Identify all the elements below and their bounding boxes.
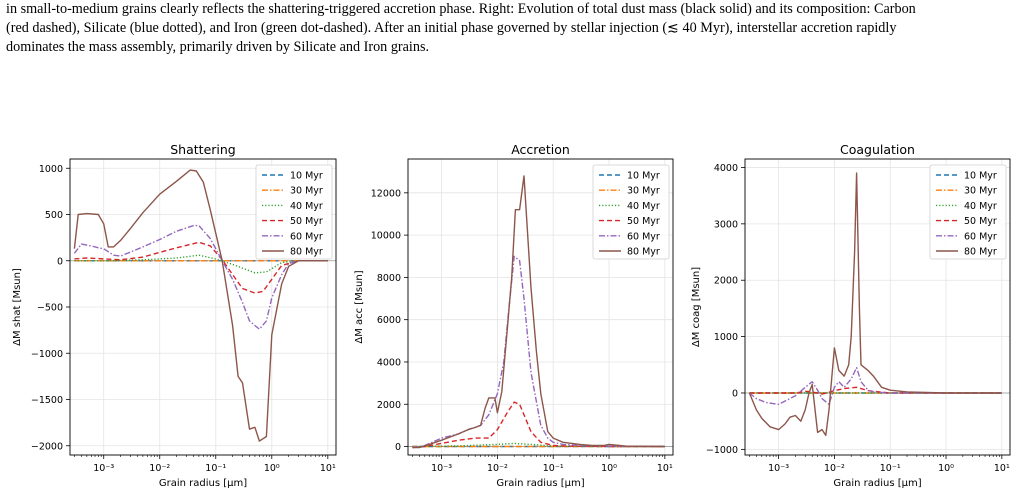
x-tick-label: 10⁻³ [93,463,114,474]
y-tick-label: 10000 [371,231,401,242]
x-tick-label: 10⁻¹ [543,463,564,474]
series-line-50-myr [749,386,1002,395]
series-line-40-myr [74,254,328,274]
x-tick-label: 10⁻¹ [880,463,901,474]
x-tick-label: 10⁻² [487,463,508,474]
figure-caption: in small-to-medium grains clearly reflec… [6,0,1019,57]
legend-label: 50 Myr [964,216,997,227]
x-tick-label: 10⁰ [601,463,617,474]
legend-label: 40 Myr [627,201,660,212]
chart-panel-accretion: 10⁻³ 10⁻² 10⁻¹ 10⁰ 10¹ 0 2000 4000 6000 8000 10000… [354,142,674,489]
legend-label: 40 Myr [964,201,997,212]
y-tick-label: 4000 [377,357,401,368]
caption-line-3: dominates the mass assembly, primarily d… [6,39,430,55]
caption-line-2: (red dashed), Silicate (blue dotted), an… [6,20,897,36]
legend-label: 40 Myr [290,201,323,212]
legend-label: 30 Myr [290,186,323,197]
x-tick-label: 10⁻¹ [205,463,226,474]
x-tick-label: 10⁻² [824,463,845,474]
legend-label: 80 Myr [290,247,323,258]
y-tick-label: 0 [57,256,63,267]
chart-title: Shattering [170,142,235,157]
x-tick-label: 10⁰ [264,463,280,474]
chart-legend: 10 Myr 30 Myr 40 Myr 50 Myr 60 Myr 80 Myr [255,164,333,260]
y-tick-label: 2000 [377,400,401,411]
y-tick-label: 3000 [714,219,738,230]
chart-legend: 10 Myr 30 Myr 40 Myr 50 Myr 60 Myr 80 Myr [929,164,1007,260]
y-tick-label: −500 [37,303,63,314]
x-axis-label: Grain radius [μm] [833,478,921,489]
x-tick-label: 10⁰ [938,463,954,474]
chart-legend: 10 Myr 30 Myr 40 Myr 50 Myr 60 Myr 80 Myr [592,164,670,260]
y-tick-label: 1000 [39,164,63,175]
x-tick-label: 10⁻³ [431,463,452,474]
legend-label: 50 Myr [290,216,323,227]
y-axis-label: ΔM shat [Msun] [12,268,23,346]
y-tick-label: 500 [45,210,63,221]
series-line-50-myr [412,401,665,449]
x-tick-label: 10¹ [994,463,1010,474]
x-tick-label: 10⁻² [149,463,170,474]
x-tick-label: 10⁻³ [768,463,789,474]
legend-label: 60 Myr [964,231,997,242]
y-tick-label: 6000 [377,315,401,326]
y-tick-label: −1000 [31,349,63,360]
y-tick-label: −1500 [31,395,63,406]
series-line-80-myr [412,175,665,449]
legend-label: 30 Myr [964,186,997,197]
chart-title: Coagulation [840,142,915,157]
series-line-80-myr [748,172,1002,436]
legend-label: 50 Myr [627,216,660,227]
legend-label: 80 Myr [627,247,660,258]
y-axis-label: ΔM acc [Msun] [354,270,365,343]
legend-label: 10 Myr [964,171,997,182]
plot-frame [407,158,674,456]
series-line-50-myr [74,241,328,294]
plot-frame [744,158,1011,456]
legend-label: 60 Myr [627,231,660,242]
series-line-60-myr [748,366,1002,405]
y-tick-label: 0 [395,442,401,453]
legend-label: 10 Myr [627,171,660,182]
caption-line-1: in small-to-medium grains clearly reflec… [6,1,916,17]
y-tick-label: 2000 [714,276,738,287]
y-tick-label: 0 [732,388,738,399]
chart-title: Accretion [511,142,570,157]
legend-label: 30 Myr [627,186,660,197]
x-tick-label: 10¹ [320,463,336,474]
series-line-60-myr [73,224,328,330]
y-axis-label: ΔM coag [Msun] [691,267,702,347]
y-tick-label: 8000 [377,273,401,284]
x-axis-label: Grain radius [μm] [496,478,584,489]
legend-label: 10 Myr [290,171,323,182]
y-tick-label: 4000 [714,163,738,174]
x-tick-label: 10¹ [657,463,673,474]
y-tick-label: −1000 [706,445,738,456]
series-line-80-myr [73,169,328,442]
chart-panel-coagulation: 10⁻³ 10⁻² 10⁻¹ 10⁰ 10¹ 4000 3000 2000 1000 0 −1000… [691,142,1011,489]
series-line-60-myr [412,255,665,449]
legend-label: 60 Myr [290,231,323,242]
legend-label: 80 Myr [964,247,997,258]
y-tick-label: 12000 [371,188,401,199]
y-tick-label: 1000 [714,332,738,343]
y-tick-label: −2000 [31,441,63,452]
chart-panel-shattering: 10⁻³ 10⁻² 10⁻¹ 10⁰ 10¹ 1000 500 0 −500 −1000 −1500… [12,142,337,489]
x-axis-label: Grain radius [μm] [159,478,247,489]
